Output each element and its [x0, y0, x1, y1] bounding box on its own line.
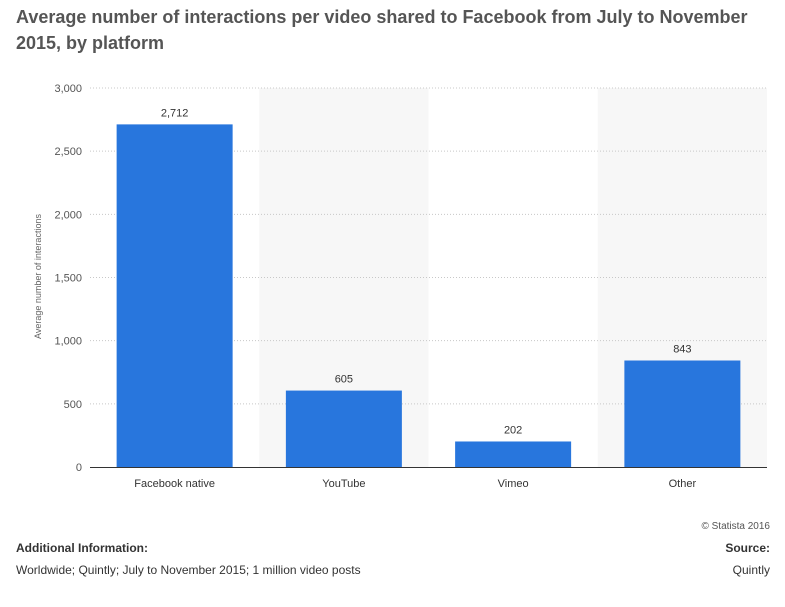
x-category-label: YouTube — [322, 478, 365, 490]
y-tick-label: 1,000 — [54, 336, 82, 348]
x-category-label: Vimeo — [498, 478, 529, 490]
bar — [455, 441, 572, 467]
bar — [116, 124, 233, 467]
bar-chart: 0 500 1,000 1,500 2,000 2,500 3,000 Average nu… — [33, 83, 767, 490]
data-label: 843 — [673, 344, 691, 356]
y-axis-label: Average number of interactions — [33, 214, 43, 339]
y-tick-label: 1,500 — [54, 273, 82, 285]
y-tick-label: 2,000 — [54, 209, 82, 221]
x-axis-categories: Facebook native YouTube Vimeo Other — [134, 478, 696, 490]
data-label: 202 — [504, 424, 522, 436]
additional-information: Additional Information: Worldwide; Quint… — [16, 540, 396, 581]
y-tick-label: 0 — [76, 462, 82, 474]
y-axis-ticks: 0 500 1,000 1,500 2,000 2,500 3,000 — [54, 83, 82, 474]
additional-info-heading: Additional Information: — [16, 541, 148, 555]
additional-info-text: Worldwide; Quintly; July to November 201… — [16, 563, 361, 577]
bar — [624, 360, 741, 467]
data-label: 2,712 — [161, 107, 189, 119]
x-category-label: Facebook native — [134, 478, 215, 490]
copyright-notice: © Statista 2016 — [701, 521, 770, 532]
source-heading: Source: — [725, 541, 770, 555]
bars — [116, 124, 741, 467]
chart-title: Average number of interactions per video… — [16, 7, 748, 53]
source-block: Source: Quintly — [725, 540, 770, 581]
y-tick-label: 500 — [64, 399, 82, 411]
bar — [285, 390, 402, 467]
x-category-label: Other — [669, 478, 697, 490]
data-label: 605 — [335, 374, 353, 386]
data-labels: 2,712 605 202 843 — [161, 107, 692, 436]
source-text: Quintly — [732, 563, 770, 577]
y-tick-label: 2,500 — [54, 146, 82, 158]
y-tick-label: 3,000 — [54, 83, 82, 95]
